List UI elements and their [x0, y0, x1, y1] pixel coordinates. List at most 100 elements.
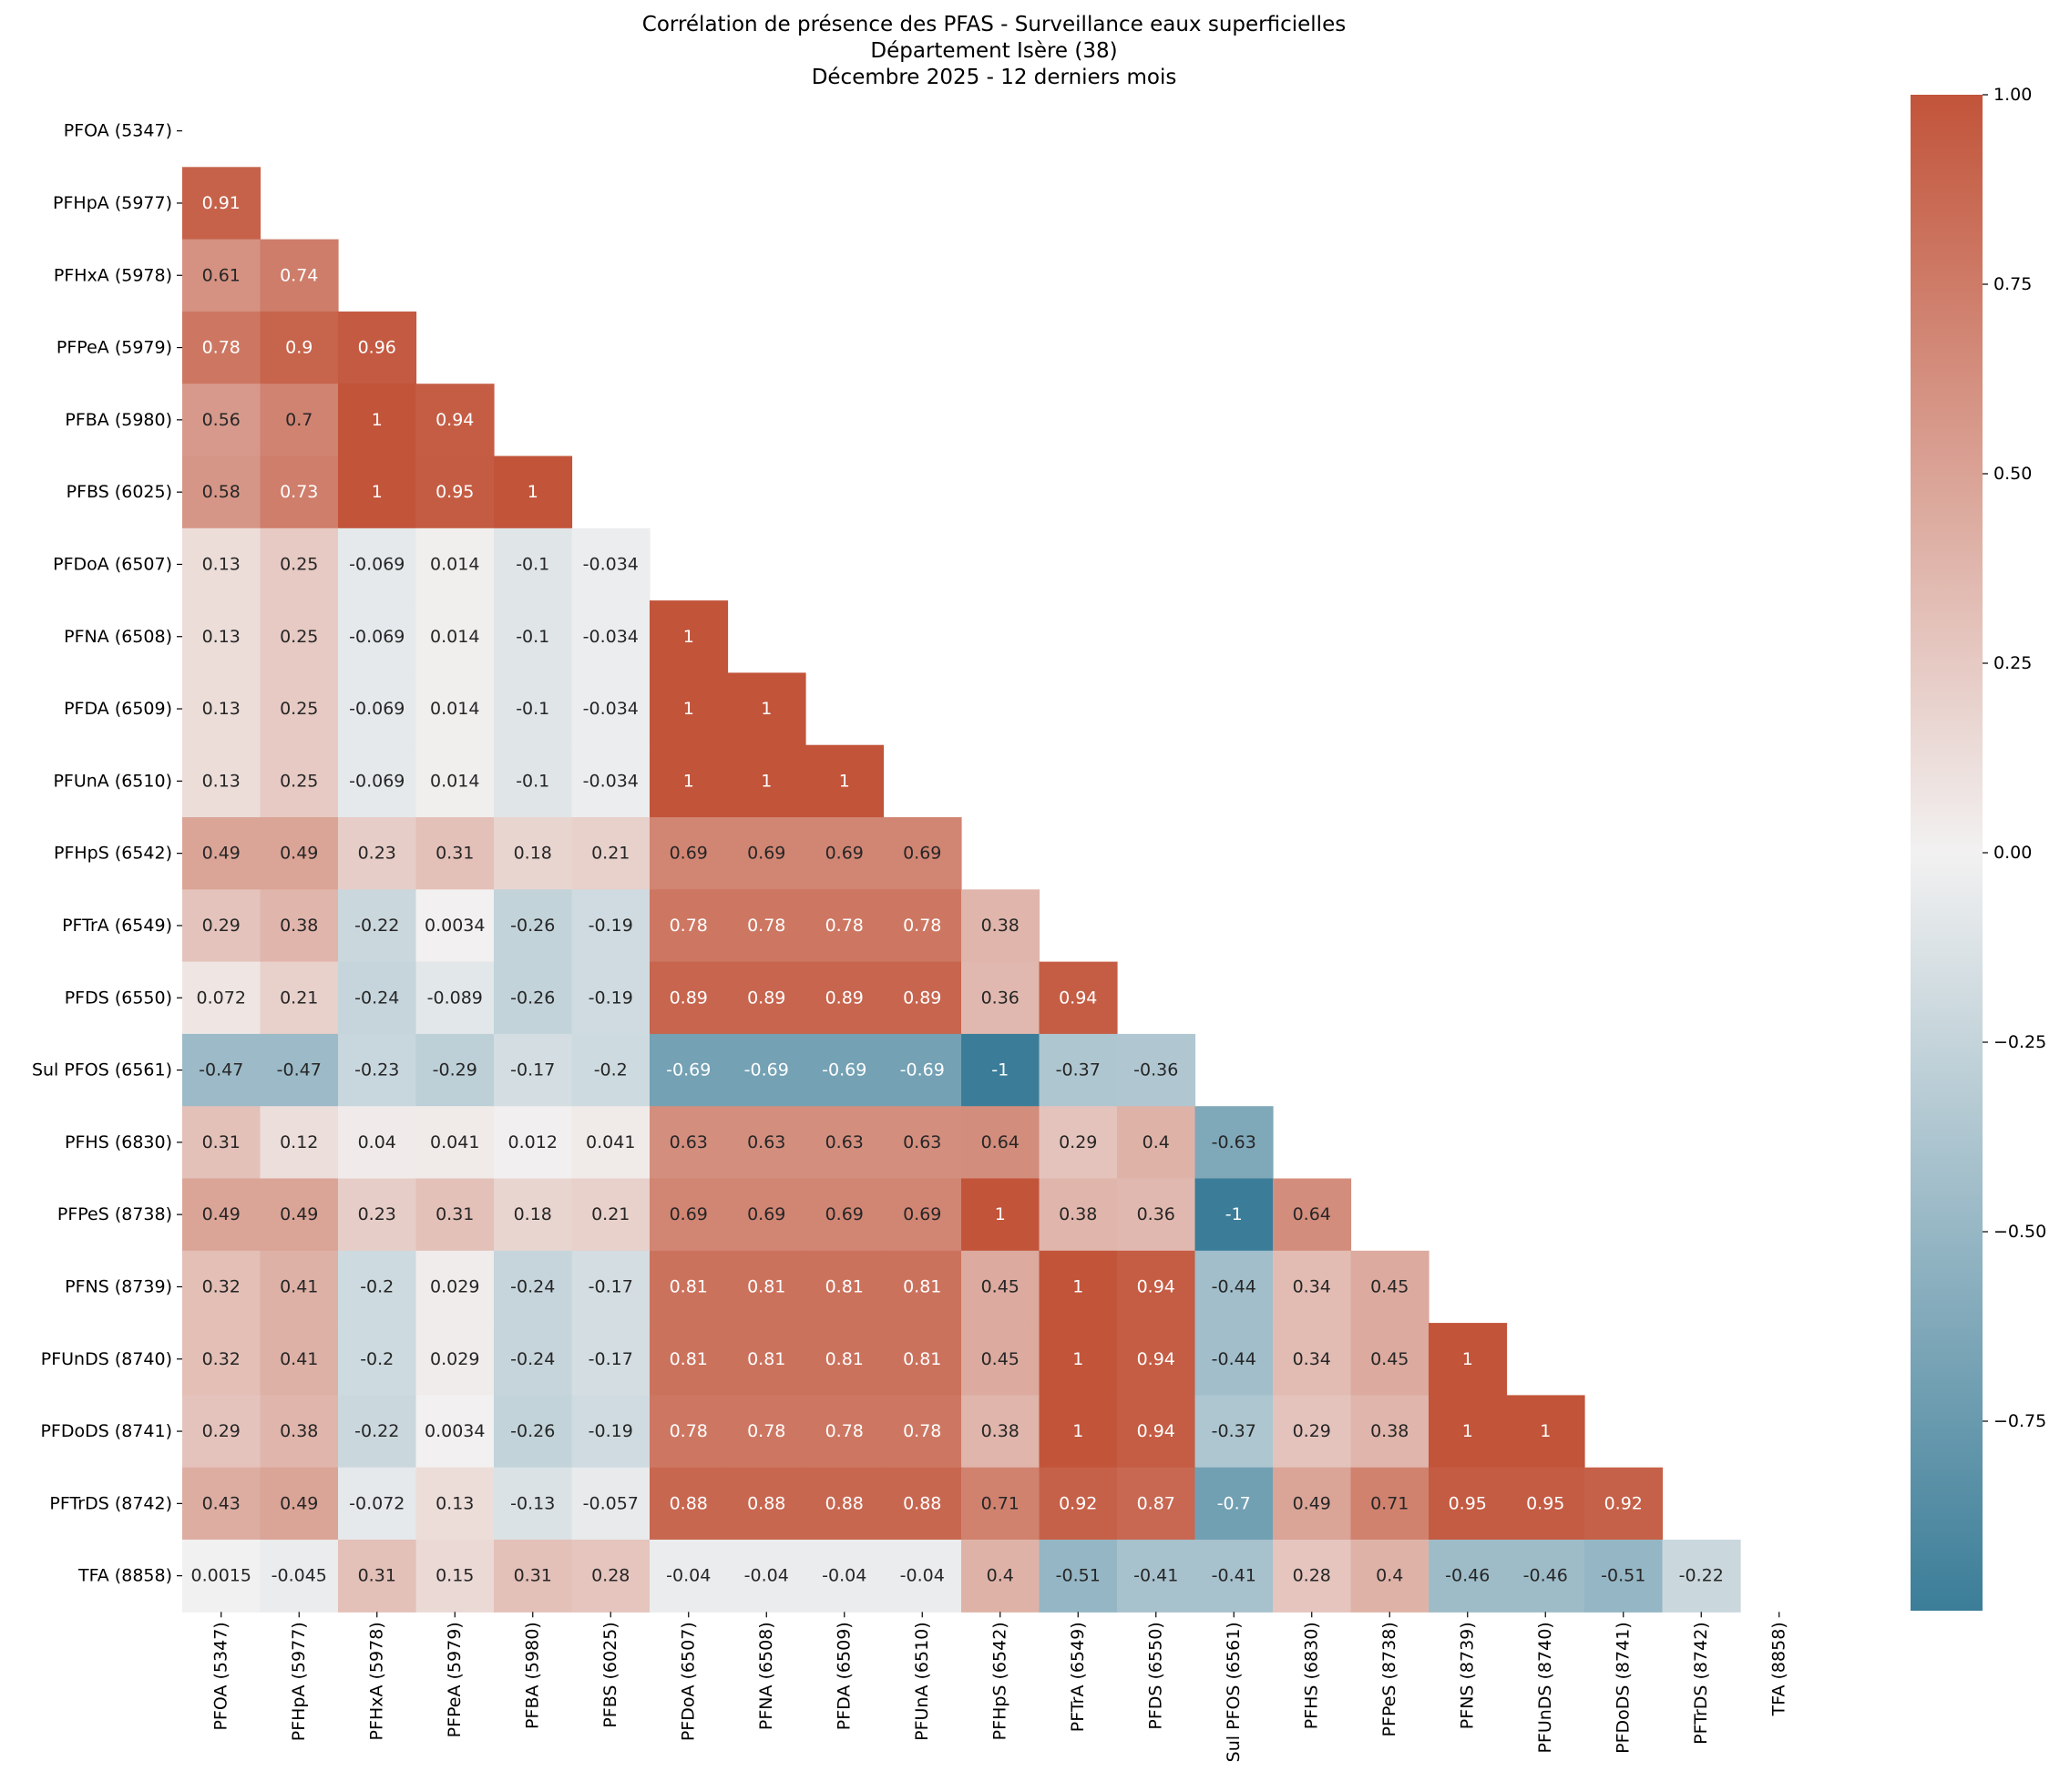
cell-value-label: 0.4 [987, 1566, 1014, 1586]
cell-value-label: 0.49 [1293, 1493, 1331, 1513]
cell-value-label: 0.041 [430, 1132, 479, 1152]
y-tick-label: PFTrDS (8742) [49, 1493, 172, 1513]
heatmap-cell [883, 1250, 962, 1324]
x-tick-label: PFDoDS (8741) [1614, 1622, 1634, 1754]
heatmap-cell [1039, 1540, 1118, 1613]
y-tick-label: Sul PFOS (6561) [32, 1060, 172, 1080]
colorbar-tick-label: 0.25 [1993, 653, 2032, 673]
heatmap-cell [338, 672, 417, 746]
cell-value-label: 1 [1072, 1349, 1083, 1369]
cell-value-label: 0.38 [1059, 1204, 1097, 1224]
heatmap-cell [650, 817, 729, 890]
y-tick-label: PFUnA (6510) [53, 771, 172, 791]
cell-value-label: -0.69 [822, 1060, 866, 1080]
heatmap-cell [182, 311, 261, 384]
cell-value-label: 0.21 [591, 844, 630, 864]
heatmap-cell [338, 1250, 417, 1324]
cell-value-label: 0.29 [202, 916, 241, 936]
cell-value-label: 0.78 [903, 1421, 941, 1441]
cell-value-label: 0.74 [280, 265, 318, 285]
cell-value-label: 0.014 [430, 554, 479, 574]
cell-value-label: -0.69 [666, 1060, 711, 1080]
heatmap-cell [727, 1250, 806, 1324]
cell-value-label: 1 [1462, 1349, 1473, 1369]
cell-value-label: -0.034 [583, 554, 639, 574]
x-tick-label: PFDS (6550) [1146, 1622, 1166, 1729]
cell-value-label: -0.24 [510, 1349, 555, 1369]
cell-value-label: 0.0034 [425, 1421, 485, 1441]
cell-value-label: -0.1 [516, 699, 549, 719]
heatmap-cell [571, 1033, 651, 1107]
heatmap-cell [182, 1323, 261, 1396]
heatmap-cell [1039, 1106, 1118, 1180]
cell-value-label: 0.0034 [425, 916, 485, 936]
heatmap-cell [883, 1395, 962, 1469]
heatmap-cell [1273, 1540, 1352, 1613]
heatmap-cell [805, 1178, 885, 1252]
cell-value-label: -0.1 [516, 771, 549, 791]
heatmap-cell [650, 1323, 729, 1396]
cell-value-label: -0.069 [349, 554, 405, 574]
heatmap-cell [494, 1395, 573, 1469]
x-tick-label: PFDA (6509) [835, 1622, 855, 1730]
cell-value-label: 0.41 [280, 1276, 318, 1296]
x-tick-label: PFNA (6508) [756, 1622, 776, 1730]
heatmap-cell [571, 1178, 651, 1252]
cell-value-label: 0.78 [747, 916, 785, 936]
cell-value-label: 0.29 [1059, 1132, 1097, 1152]
heatmap-cell [650, 744, 729, 818]
heatmap-cell [338, 384, 417, 457]
cell-value-label: 0.78 [747, 1421, 785, 1441]
y-tick-label: PFHpS (6542) [54, 844, 172, 864]
heatmap-cell [883, 817, 962, 890]
cell-value-label: -0.26 [510, 988, 555, 1008]
y-tick-label: TFA (8858) [77, 1566, 172, 1586]
cell-value-label: -0.63 [1212, 1132, 1256, 1152]
heatmap-cell [1194, 1540, 1274, 1613]
heatmap-cell [494, 961, 573, 1035]
heatmap-cell [571, 1395, 651, 1469]
cell-value-label: 0.25 [280, 771, 318, 791]
x-tick-label: PFBS (6025) [600, 1622, 620, 1727]
colorbar-tick-label: −0.25 [1993, 1032, 2046, 1052]
heatmap-cell [1662, 1540, 1741, 1613]
cell-value-label: -0.51 [1601, 1566, 1645, 1586]
cell-value-label: 0.64 [1293, 1204, 1331, 1224]
cell-value-label: 0.69 [825, 844, 864, 864]
cell-value-label: 0.94 [436, 410, 474, 430]
cell-value-label: 0.12 [280, 1132, 318, 1152]
cell-value-label: -0.034 [583, 627, 639, 647]
cell-value-label: 0.95 [436, 482, 474, 502]
heatmap-cell [961, 1250, 1040, 1324]
heatmap-cell [338, 961, 417, 1035]
cell-value-label: 0.32 [202, 1276, 241, 1296]
heatmap-cell [805, 1323, 885, 1396]
heatmap-cell [260, 961, 339, 1035]
heatmap-cell [182, 1178, 261, 1252]
x-tick-label: PFHS (6830) [1302, 1622, 1322, 1729]
cell-value-label: 0.4 [1143, 1132, 1170, 1152]
heatmap-cell [650, 672, 729, 746]
cell-value-label: 0.21 [591, 1204, 630, 1224]
heatmap-cell [961, 1178, 1040, 1252]
heatmap-cell [1273, 1467, 1352, 1541]
cell-value-label: 0.69 [903, 844, 941, 864]
cell-value-label: 0.29 [202, 1421, 241, 1441]
heatmap-cell [338, 456, 417, 529]
heatmap-cell [805, 1467, 885, 1541]
heatmap-cell [1117, 1467, 1196, 1541]
heatmap-cell [182, 239, 261, 312]
cell-value-label: 0.49 [202, 1204, 241, 1224]
heatmap-cell [1506, 1395, 1585, 1469]
x-tick-label: PFHpA (5977) [289, 1622, 309, 1741]
heatmap-cell [727, 1178, 806, 1252]
cell-value-label: 0.94 [1137, 1349, 1175, 1369]
heatmap-cell [650, 1250, 729, 1324]
heatmap-cell [727, 744, 806, 818]
heatmap-cell [338, 311, 417, 384]
x-tick-label: PFHpS (6542) [990, 1622, 1010, 1740]
y-tick-label: PFHxA (5978) [54, 265, 172, 285]
heatmap-cell [727, 1033, 806, 1107]
cell-value-label: -0.089 [427, 988, 483, 1008]
